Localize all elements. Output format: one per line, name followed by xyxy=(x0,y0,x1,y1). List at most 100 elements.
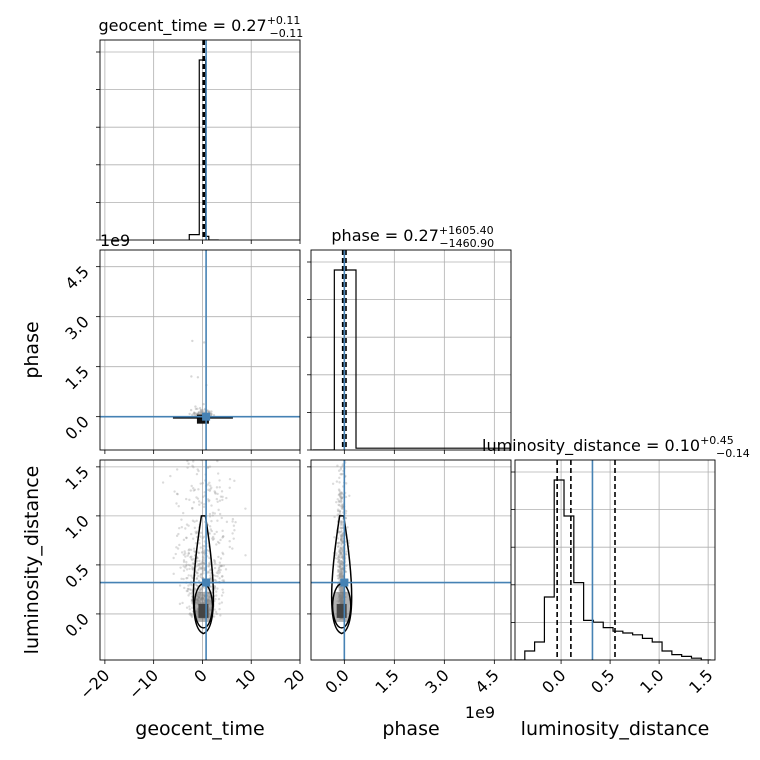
sample-point xyxy=(338,489,341,492)
sample-point xyxy=(198,563,202,566)
sample-point xyxy=(194,542,198,545)
sample-point xyxy=(335,500,338,504)
sample-point xyxy=(339,505,343,508)
sample-point xyxy=(339,495,342,498)
panel-title-geocent_time: geocent_time = 0.27+0.11 xyxy=(99,14,301,36)
sample-point xyxy=(336,565,340,568)
sample-point xyxy=(211,537,214,540)
sample-point xyxy=(340,560,343,563)
sample-point xyxy=(340,441,342,443)
sample-point xyxy=(333,536,336,539)
scatter-panel-phase-luminosity_distance xyxy=(307,441,512,664)
title-median: 0.27 xyxy=(403,226,439,245)
sample-point xyxy=(211,514,214,517)
sample-point xyxy=(340,587,344,590)
sample-point xyxy=(209,413,213,416)
sample-point xyxy=(339,538,343,541)
sample-point xyxy=(213,578,216,582)
sample-point xyxy=(190,592,193,595)
sample-point xyxy=(212,414,216,417)
x-tick-label: 0.0 xyxy=(321,666,352,697)
sample-point xyxy=(345,553,348,556)
sample-point xyxy=(185,589,188,593)
sample-point xyxy=(198,406,202,410)
sample-point xyxy=(217,568,221,572)
sample-point xyxy=(340,569,344,573)
sample-point xyxy=(195,412,198,415)
sample-point xyxy=(213,490,216,493)
panel-frame xyxy=(99,459,301,661)
sample-point xyxy=(339,589,343,592)
title-plus-error: +1605.40 xyxy=(439,224,494,237)
sample-point xyxy=(233,529,236,532)
sample-point xyxy=(341,556,344,559)
panel-frame xyxy=(310,249,512,451)
sample-point xyxy=(195,565,198,568)
sample-point xyxy=(191,506,194,510)
sample-point xyxy=(200,573,203,576)
sample-point xyxy=(339,567,343,571)
sample-point xyxy=(226,453,228,455)
sample-point xyxy=(340,589,344,592)
sample-point xyxy=(203,550,206,554)
sample-point xyxy=(187,524,190,527)
sample-point xyxy=(208,556,211,560)
sample-point xyxy=(203,566,206,570)
sample-point xyxy=(196,571,199,575)
sample-point xyxy=(202,562,206,566)
sample-point xyxy=(202,561,206,565)
sample-point xyxy=(338,552,342,555)
x-axis-label-luminosity_distance: luminosity_distance xyxy=(521,718,710,740)
sample-point xyxy=(197,579,201,583)
sample-point xyxy=(340,574,344,578)
sample-point xyxy=(186,554,189,557)
sample-point xyxy=(200,566,203,570)
sample-point xyxy=(218,602,221,605)
density-mid xyxy=(333,591,350,622)
sample-point xyxy=(200,501,203,505)
sample-point xyxy=(187,594,190,597)
sample-point xyxy=(337,568,340,572)
sample-point xyxy=(209,528,213,531)
sample-point xyxy=(215,497,219,501)
sample-point xyxy=(244,507,247,510)
sample-point xyxy=(338,586,341,590)
sample-point xyxy=(340,586,343,589)
sample-point xyxy=(341,520,344,523)
sample-point xyxy=(192,460,195,463)
sample-point xyxy=(207,488,210,492)
sample-point xyxy=(336,537,340,540)
sample-point xyxy=(217,597,221,601)
sample-point xyxy=(339,556,342,560)
sample-point xyxy=(206,565,210,568)
sample-point xyxy=(231,517,235,521)
sample-point xyxy=(187,563,190,567)
sample-point xyxy=(221,498,224,502)
sample-point xyxy=(197,488,200,491)
sample-point xyxy=(209,412,213,415)
x-tick-label: 0.5 xyxy=(587,666,618,697)
sample-point xyxy=(339,546,342,550)
sample-point xyxy=(188,498,191,502)
sample-point xyxy=(221,579,224,582)
sample-point xyxy=(195,472,199,476)
sample-point xyxy=(339,589,342,592)
sample-point xyxy=(341,472,344,476)
x-axis-label-geocent_time: geocent_time xyxy=(135,718,264,740)
title-plus-error: +0.11 xyxy=(267,14,301,27)
sample-point xyxy=(192,466,195,469)
sample-point xyxy=(202,561,205,565)
sample-point xyxy=(225,496,228,500)
y-tick-label: 0.0 xyxy=(61,412,92,443)
sample-point xyxy=(220,575,224,578)
sample-point xyxy=(341,587,344,591)
sample-point xyxy=(339,457,341,459)
sample-point xyxy=(202,556,206,560)
sample-point xyxy=(340,496,343,500)
sample-point xyxy=(338,565,341,568)
sample-point xyxy=(216,575,219,578)
sample-point xyxy=(196,572,199,575)
sample-point xyxy=(200,551,204,554)
sample-point xyxy=(208,465,212,468)
sample-point xyxy=(184,552,187,555)
